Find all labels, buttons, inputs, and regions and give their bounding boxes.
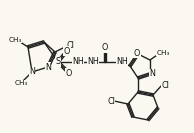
Text: CH₃: CH₃ — [8, 37, 22, 43]
Text: NH: NH — [116, 57, 128, 66]
Text: CH₃: CH₃ — [14, 80, 28, 86]
Text: N: N — [45, 63, 51, 72]
Text: NH: NH — [87, 57, 99, 66]
Text: NH: NH — [72, 57, 84, 66]
Text: N: N — [149, 70, 155, 78]
Text: O: O — [102, 43, 108, 53]
Text: Cl: Cl — [107, 97, 115, 105]
Text: O: O — [66, 68, 72, 78]
Text: N: N — [29, 68, 35, 76]
Text: Cl: Cl — [66, 41, 74, 49]
Text: O: O — [134, 49, 140, 57]
Text: CH₃: CH₃ — [156, 50, 170, 56]
Text: Cl: Cl — [161, 80, 169, 90]
Text: S: S — [55, 57, 61, 66]
Text: O: O — [64, 47, 70, 55]
